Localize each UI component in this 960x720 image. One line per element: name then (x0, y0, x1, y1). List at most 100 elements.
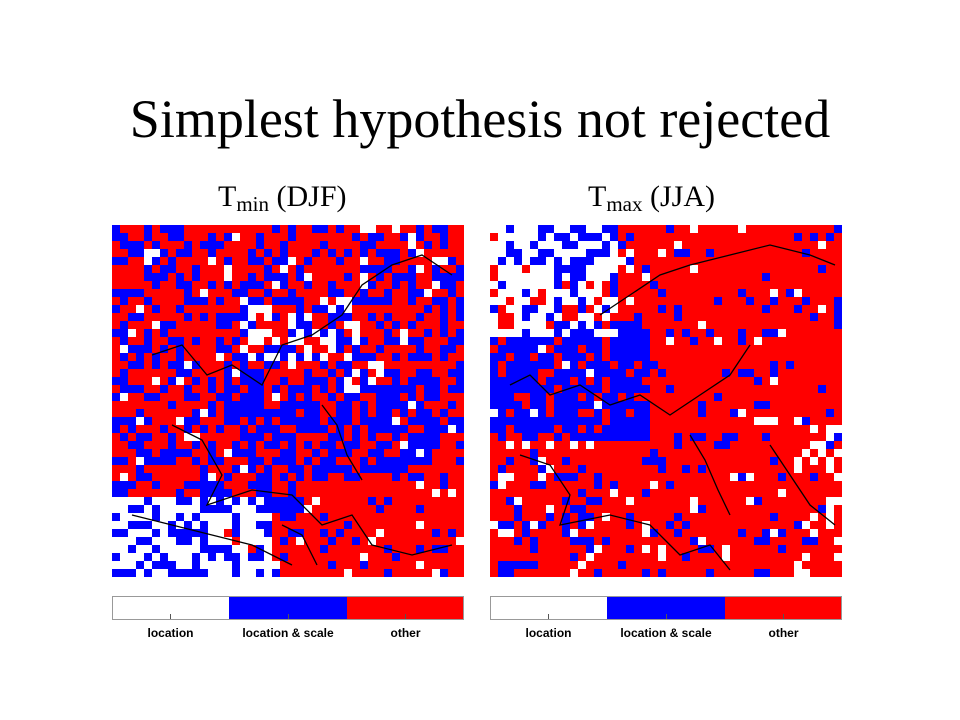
map-cell (666, 361, 674, 369)
map-cell (160, 225, 168, 233)
map-cell (136, 425, 144, 433)
map-cell (232, 233, 240, 241)
map-cell (690, 561, 698, 569)
panel-right-season: (JJA) (642, 180, 715, 213)
map-cell (562, 305, 570, 313)
map-cell (730, 297, 738, 305)
map-cell (200, 345, 208, 353)
map-cell (586, 561, 594, 569)
map-cell (770, 353, 778, 361)
map-cell (546, 321, 554, 329)
map-cell (232, 513, 240, 521)
map-cell (810, 289, 818, 297)
map-cell (826, 281, 834, 289)
map-cell (264, 433, 272, 441)
map-cell (376, 553, 384, 561)
map-cell (448, 465, 456, 473)
map-cell (498, 273, 506, 281)
map-cell (240, 377, 248, 385)
map-cell (714, 505, 722, 513)
map-cell (296, 553, 304, 561)
map-cell (650, 545, 658, 553)
map-cell (200, 465, 208, 473)
map-cell (336, 457, 344, 465)
map-cell (802, 529, 810, 537)
map-cell (176, 393, 184, 401)
map-cell (826, 425, 834, 433)
map-cell (384, 345, 392, 353)
map-cell (618, 465, 626, 473)
map-cell (256, 473, 264, 481)
map-cell (320, 377, 328, 385)
map-cell (658, 521, 666, 529)
map-cell (794, 545, 802, 553)
map-cell (400, 329, 408, 337)
map-cell (392, 433, 400, 441)
map-cell (690, 377, 698, 385)
map-cell (392, 241, 400, 249)
map-cell (706, 289, 714, 297)
map-cell (440, 369, 448, 377)
map-cell (610, 273, 618, 281)
map-cell (320, 265, 328, 273)
map-cell (336, 569, 344, 577)
map-cell (288, 257, 296, 265)
map-cell (408, 569, 416, 577)
map-cell (232, 281, 240, 289)
map-cell (304, 233, 312, 241)
map-cell (224, 449, 232, 457)
map-cell (562, 361, 570, 369)
map-cell (506, 465, 514, 473)
map-cell (344, 425, 352, 433)
map-cell (554, 369, 562, 377)
map-cell (336, 465, 344, 473)
map-cell (546, 337, 554, 345)
map-cell (570, 561, 578, 569)
map-cell (826, 329, 834, 337)
map-cell (770, 537, 778, 545)
map-cell (554, 425, 562, 433)
map-cell (400, 409, 408, 417)
map-cell (216, 401, 224, 409)
map-cell (834, 249, 842, 257)
map-cell (546, 521, 554, 529)
map-cell (136, 337, 144, 345)
map-cell (136, 553, 144, 561)
map-cell (706, 537, 714, 545)
map-cell (136, 481, 144, 489)
map-cell (738, 433, 746, 441)
map-cell (522, 521, 530, 529)
map-cell (456, 489, 464, 497)
map-cell (248, 433, 256, 441)
map-cell (546, 489, 554, 497)
map-cell (714, 273, 722, 281)
map-cell (264, 457, 272, 465)
map-cell (312, 265, 320, 273)
map-cell (112, 329, 120, 337)
map-cell (320, 273, 328, 281)
map-cell (634, 529, 642, 537)
map-cell (440, 537, 448, 545)
map-cell (304, 241, 312, 249)
map-cell (682, 433, 690, 441)
map-cell (562, 441, 570, 449)
map-cell (690, 545, 698, 553)
map-cell (312, 369, 320, 377)
map-cell (304, 321, 312, 329)
map-cell (416, 321, 424, 329)
map-cell (554, 225, 562, 233)
map-cell (432, 385, 440, 393)
map-cell (360, 561, 368, 569)
map-cell (112, 369, 120, 377)
map-cell (152, 545, 160, 553)
map-cell (192, 313, 200, 321)
map-cell (650, 417, 658, 425)
map-cell (562, 377, 570, 385)
map-cell (216, 273, 224, 281)
map-cell (392, 393, 400, 401)
map-cell (384, 249, 392, 257)
map-cell (224, 289, 232, 297)
map-cell (682, 329, 690, 337)
map-cell (666, 393, 674, 401)
map-cell (256, 417, 264, 425)
